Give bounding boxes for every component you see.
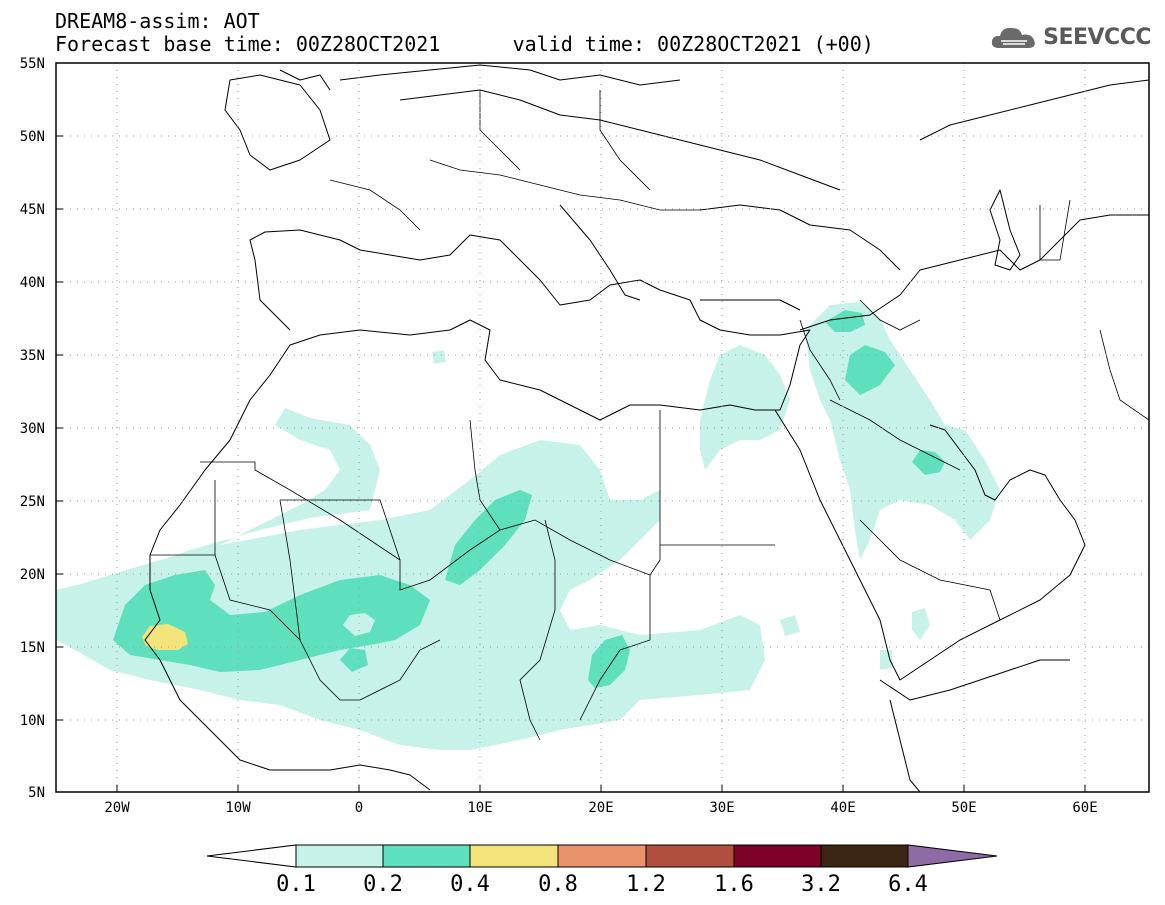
coastlines — [144, 64, 1149, 792]
lat-label: 20N — [20, 567, 45, 583]
logo-text: SEEVCCC — [1043, 24, 1151, 50]
colorbar-label: 1.2 — [626, 872, 666, 897]
lat-label: 5N — [28, 785, 45, 801]
colorbar-segment — [382, 844, 471, 868]
seevccc-logo: SEEVCCC — [989, 22, 1151, 52]
lat-label: 10N — [20, 713, 45, 729]
colorbar-segment — [820, 844, 909, 868]
lat-label: 15N — [20, 640, 45, 656]
colorbar-label: 1.6 — [714, 872, 754, 897]
map-title: DREAM8-assim: AOT — [55, 9, 260, 33]
colorbar-segment — [557, 844, 647, 868]
lon-label: 20W — [104, 800, 130, 816]
aot-gap — [343, 613, 375, 636]
forecast-base-time: Forecast base time: 00Z28OCT2021 — [55, 32, 441, 56]
grid — [56, 63, 1149, 792]
lon-label: 40E — [830, 800, 855, 816]
borders — [150, 90, 1149, 741]
aot-level-0.4 — [142, 624, 188, 650]
aot-field — [56, 302, 1000, 750]
lat-labels: 5N 10N 15N 20N 25N 30N 35N 40N 45N 50N 5… — [20, 56, 45, 801]
lat-label: 30N — [20, 421, 45, 437]
cloud-icon — [992, 27, 1035, 48]
lat-label: 35N — [20, 348, 45, 364]
lat-label: 45N — [20, 202, 45, 218]
colorbar-segment — [907, 844, 998, 868]
lon-label: 60E — [1072, 800, 1097, 816]
time-info: Forecast base time: 00Z28OCT2021 valid t… — [55, 33, 874, 55]
valid-time: valid time: 00Z28OCT2021 (+00) — [512, 32, 874, 56]
colorbar-label: 0.8 — [538, 872, 578, 897]
colorbar-labels: 0.1 0.2 0.4 0.8 1.2 1.6 3.2 6.4 — [276, 872, 928, 897]
lon-labels: 20W 10W 0 10E 20E 30E 40E 50E 60E — [104, 800, 1097, 816]
colorbar-label: 0.4 — [450, 872, 490, 897]
lon-label: 30E — [709, 800, 734, 816]
colorbar-label: 0.1 — [276, 872, 316, 897]
lat-label: 40N — [20, 275, 45, 291]
colorbar-segment — [469, 844, 559, 868]
lon-label: 10W — [225, 800, 251, 816]
lon-label: 0 — [355, 800, 363, 816]
lat-label: 50N — [20, 129, 45, 145]
colorbar-segment — [733, 844, 822, 868]
colorbar-label: 0.2 — [363, 872, 403, 897]
lon-label: 20E — [588, 800, 613, 816]
colorbar-segment — [295, 844, 384, 868]
lon-label: 50E — [951, 800, 976, 816]
colorbar-label: 6.4 — [888, 872, 928, 897]
lat-label: 55N — [20, 56, 45, 72]
lon-label: 10E — [467, 800, 492, 816]
colorbar-segment — [206, 844, 297, 868]
colorbar — [206, 844, 998, 868]
tick-marks — [56, 62, 1086, 793]
lat-label: 25N — [20, 494, 45, 510]
colorbar-label: 3.2 — [801, 872, 841, 897]
colorbar-segment — [645, 844, 735, 868]
